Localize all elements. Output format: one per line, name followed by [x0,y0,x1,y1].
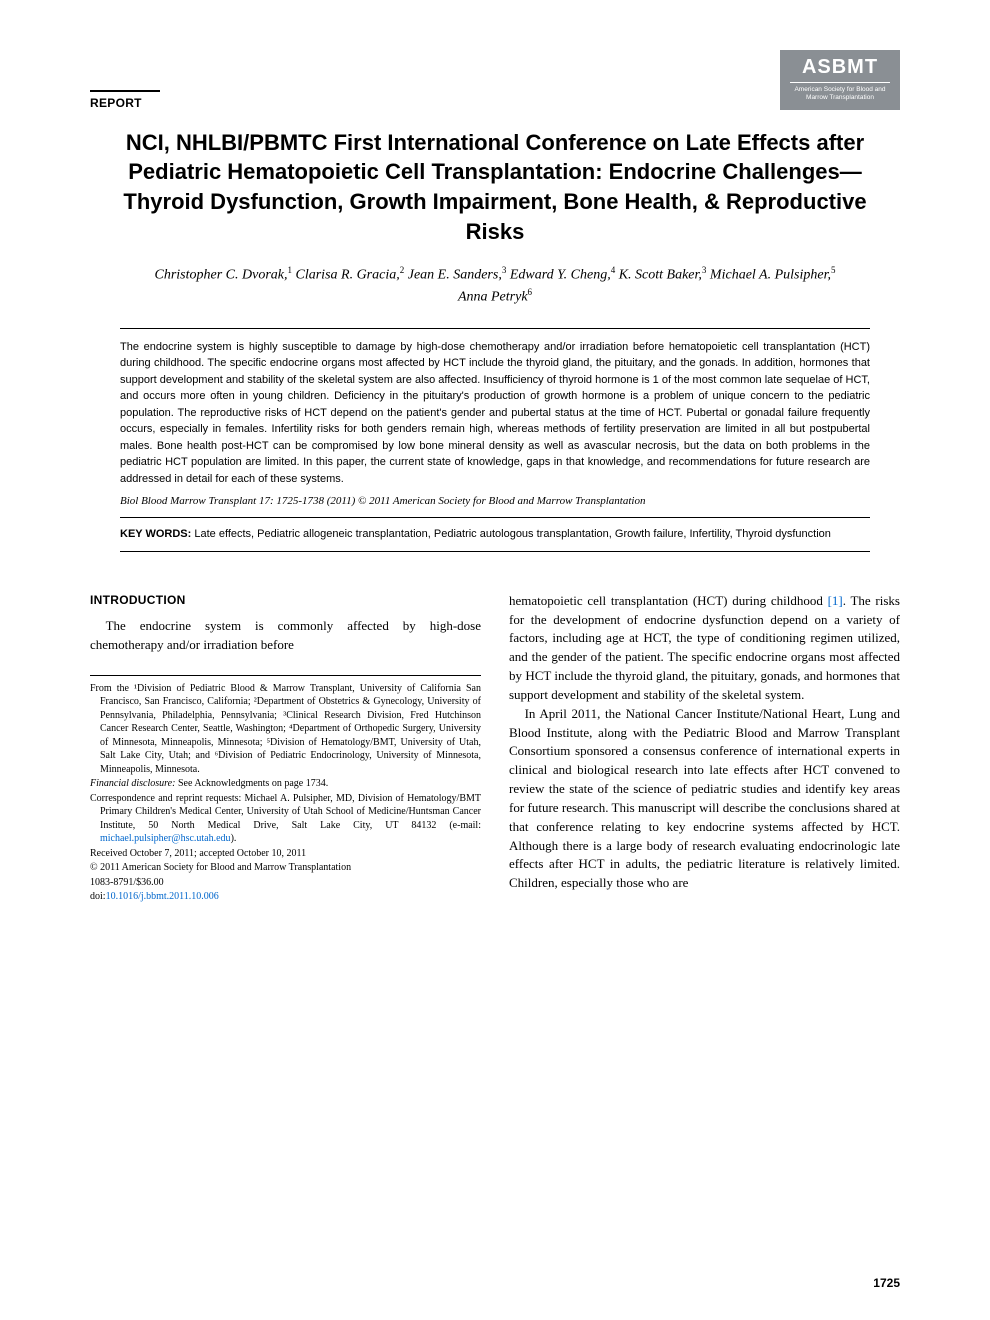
header-row: REPORT ASBMT American Society for Blood … [90,50,900,110]
citation-line: Biol Blood Marrow Transplant 17: 1725-17… [120,495,870,507]
section-label: REPORT [90,90,160,110]
financial-label: Financial disclosure: [90,778,175,789]
financial-text: See Acknowledgments on page 1734. [175,778,328,789]
intro-heading: INTRODUCTION [90,592,481,609]
doi: doi:10.1016/j.bbmt.2011.10.006 [90,890,481,904]
intro-para-left: The endocrine system is commonly affecte… [90,617,481,655]
keywords-block: KEY WORDS: Late effects, Pediatric allog… [120,526,870,552]
financial-disclosure: Financial disclosure: See Acknowledgment… [90,777,481,791]
ref-link-1[interactable]: [1] [828,593,843,608]
body-columns: INTRODUCTION The endocrine system is com… [90,592,900,905]
keywords-label: KEY WORDS: [120,528,191,540]
author-list: Christopher C. Dvorak,1 Clarisa R. Graci… [150,264,840,307]
correspondence: Correspondence and reprint requests: Mic… [90,792,481,846]
keywords-text: Late effects, Pediatric allogeneic trans… [194,528,831,540]
publisher-logo: ASBMT American Society for Blood and Mar… [780,50,900,110]
doi-link[interactable]: 10.1016/j.bbmt.2011.10.006 [106,891,219,902]
copyright: © 2011 American Society for Blood and Ma… [90,861,481,875]
issn: 1083-8791/$36.00 [90,876,481,890]
right-column: hematopoietic cell transplantation (HCT)… [509,592,900,905]
page-number: 1725 [873,1276,900,1290]
correspondence-pre: Correspondence and reprint requests: Mic… [90,793,481,831]
correspondence-email[interactable]: michael.pulsipher@hsc.utah.edu [100,833,231,844]
r1-post: . The risks for the development of endoc… [509,593,900,702]
r1-pre: hematopoietic cell transplantation (HCT)… [509,593,828,608]
abstract-block: The endocrine system is highly susceptib… [120,328,870,519]
logo-subtitle: American Society for Blood and Marrow Tr… [790,86,890,102]
abstract-text: The endocrine system is highly susceptib… [120,339,870,488]
left-column: INTRODUCTION The endocrine system is com… [90,592,481,905]
doi-label: doi: [90,891,106,902]
article-title: NCI, NHLBI/PBMTC First International Con… [120,128,870,247]
intro-para-right-1: hematopoietic cell transplantation (HCT)… [509,592,900,705]
logo-text: ASBMT [790,56,890,83]
affiliations: From the ¹Division of Pediatric Blood & … [90,682,481,777]
received-date: Received October 7, 2011; accepted Octob… [90,847,481,861]
footnotes: From the ¹Division of Pediatric Blood & … [90,675,481,904]
correspondence-post: ). [231,833,237,844]
intro-para-right-2: In April 2011, the National Cancer Insti… [509,705,900,893]
